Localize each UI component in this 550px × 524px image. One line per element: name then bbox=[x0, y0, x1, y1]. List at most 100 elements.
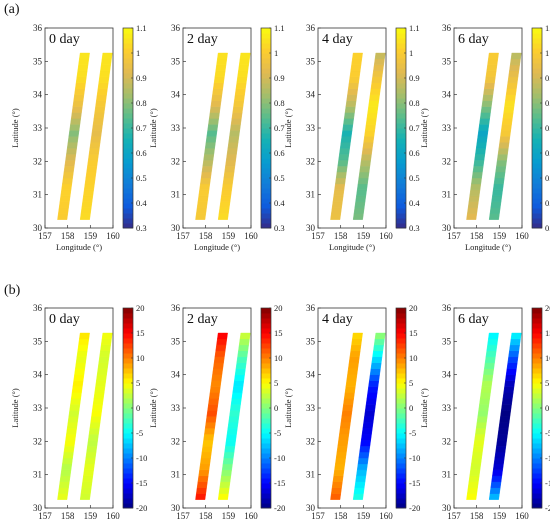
colorbar-tick-label: 0.5 bbox=[409, 173, 420, 183]
swath-west-cell bbox=[71, 386, 83, 393]
colorbar-tick-label: 0.9 bbox=[274, 73, 285, 83]
swath-west-cell bbox=[57, 213, 69, 220]
x-tick-label: 160 bbox=[379, 511, 393, 521]
swath-east-cell bbox=[366, 392, 378, 399]
swath-east-cell bbox=[86, 165, 98, 173]
y-tick-label: 34 bbox=[33, 90, 43, 100]
swath-west-cell bbox=[65, 153, 77, 161]
colorbar-segment bbox=[532, 468, 542, 474]
colorbar-segment bbox=[123, 168, 133, 174]
swath-west-cell bbox=[79, 52, 90, 60]
swath-west-cell bbox=[204, 148, 215, 155]
colorbar-tick-label: 15 bbox=[274, 328, 283, 338]
colorbar-segment bbox=[532, 158, 542, 164]
swath-west-cell bbox=[78, 338, 90, 346]
swath-east-cell bbox=[501, 398, 513, 405]
swath-west-cell bbox=[335, 171, 347, 179]
swath-east-cell bbox=[96, 88, 108, 95]
swath-west-cell bbox=[335, 177, 346, 185]
colorbar-segment bbox=[261, 213, 271, 219]
colorbar-segment bbox=[123, 418, 133, 424]
colorbar-segment bbox=[261, 123, 271, 129]
swath-west-cell bbox=[74, 88, 86, 95]
colorbar-segment bbox=[261, 428, 271, 434]
swath-east-cell bbox=[82, 475, 94, 483]
swath-east-cell bbox=[228, 136, 240, 143]
swath-west-cell bbox=[476, 136, 488, 143]
colorbar-segment bbox=[532, 223, 542, 229]
colorbar-segment bbox=[261, 198, 271, 204]
colorbar-tick-label: 20 bbox=[409, 303, 418, 313]
swath-east-cell bbox=[493, 177, 505, 185]
swath-east-cell bbox=[490, 201, 502, 208]
swath-west-cell bbox=[68, 130, 80, 137]
swath-west-cell bbox=[217, 52, 228, 60]
swath-east-cell bbox=[360, 433, 372, 441]
colorbar-segment bbox=[261, 458, 271, 464]
colorbar-segment bbox=[261, 173, 271, 179]
colorbar-segment bbox=[261, 218, 271, 224]
swath-west-cell bbox=[333, 469, 345, 477]
colorbar-segment bbox=[532, 208, 542, 214]
swath-east-cell bbox=[97, 82, 109, 89]
swath-west-cell bbox=[200, 451, 212, 459]
colorbar-segment bbox=[396, 483, 406, 489]
swath-west-cell bbox=[343, 392, 355, 399]
colorbar-segment bbox=[123, 203, 133, 209]
swath-east-cell bbox=[374, 52, 386, 60]
colorbar-segment bbox=[532, 383, 542, 389]
swath-west-cell bbox=[483, 368, 495, 375]
colorbar-tick-label: -15 bbox=[274, 478, 285, 488]
swath-east-cell bbox=[371, 76, 383, 83]
swath-east-cell bbox=[94, 106, 106, 113]
colorbar-segment bbox=[261, 423, 271, 429]
swath-west-cell bbox=[474, 153, 486, 161]
swath-east-cell bbox=[226, 428, 238, 435]
colorbar-tick-label: 1 bbox=[409, 48, 413, 58]
swath-east-cell bbox=[363, 136, 375, 143]
colorbar-segment bbox=[396, 408, 406, 414]
swath-west-cell bbox=[217, 332, 228, 340]
swath-east-cell bbox=[373, 58, 385, 66]
swath-east-cell bbox=[359, 165, 371, 173]
swath-west-cell bbox=[196, 207, 207, 214]
x-tick-label: 158 bbox=[334, 511, 348, 521]
colorbar-tick-label: 0.4 bbox=[545, 198, 550, 208]
colorbar-segment bbox=[123, 33, 133, 39]
colorbar-segment bbox=[396, 73, 406, 79]
swath-east-cell bbox=[88, 148, 100, 155]
swath-west-cell bbox=[332, 475, 344, 483]
x-axis-label: Longitude (°) bbox=[329, 242, 375, 252]
swath-west-cell bbox=[339, 142, 351, 149]
colorbar-segment bbox=[396, 428, 406, 434]
swath-west-cell bbox=[61, 463, 73, 471]
colorbar-segment bbox=[396, 333, 406, 339]
colorbar-tick-label: 0.8 bbox=[545, 98, 550, 108]
swath-east-cell bbox=[356, 463, 368, 471]
swath-east-cell bbox=[79, 493, 91, 500]
colorbar-segment bbox=[123, 38, 133, 44]
swath-west-cell bbox=[343, 112, 355, 119]
colorbar-segment bbox=[261, 188, 271, 194]
y-tick-label: 34 bbox=[442, 370, 452, 380]
colorbar-segment bbox=[396, 138, 406, 144]
swath-west-cell bbox=[467, 207, 478, 214]
swath-east-cell bbox=[81, 201, 93, 208]
x-tick-label: 158 bbox=[199, 511, 213, 521]
swath-east-cell bbox=[92, 118, 104, 125]
swath-west-cell bbox=[73, 374, 85, 381]
swath-east-cell bbox=[230, 118, 242, 125]
swath-east-cell bbox=[373, 64, 384, 72]
colorbar-tick-label: -10 bbox=[545, 453, 550, 463]
y-tick-label: 32 bbox=[171, 156, 180, 166]
swath-west-cell bbox=[62, 171, 74, 179]
swath-east-cell bbox=[491, 475, 503, 483]
swath-east-cell bbox=[87, 433, 99, 441]
swath-east-cell bbox=[365, 118, 377, 125]
swath-east-cell bbox=[502, 392, 514, 399]
y-tick-label: 35 bbox=[442, 56, 452, 66]
colorbar-segment bbox=[261, 168, 271, 174]
colorbar-segment bbox=[396, 393, 406, 399]
colorbar-segment bbox=[532, 93, 542, 99]
colorbar-tick-label: 0.7 bbox=[545, 123, 550, 133]
